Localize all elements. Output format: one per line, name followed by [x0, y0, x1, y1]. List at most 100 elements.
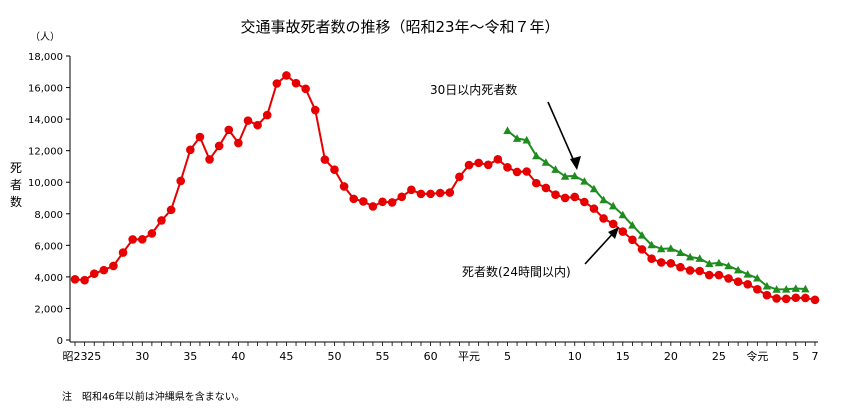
- data-point: [531, 178, 541, 188]
- y-tick-label: 8,000: [34, 210, 63, 221]
- data-point: [541, 183, 551, 193]
- data-point: [772, 294, 781, 303]
- x-ticks: 昭23 25 30 35 40 45 50 55 60 平元 5 10 15 20 25 令元 5 7: [63, 342, 819, 363]
- annotation-30day-arrowhead: [570, 156, 581, 170]
- data-point: [724, 261, 733, 270]
- data-point: [137, 235, 147, 244]
- data-point: [608, 219, 618, 229]
- data-point: [89, 269, 99, 279]
- x-tick-label: 20: [664, 350, 678, 363]
- annotation-24h: 死者数(24時間以内): [462, 227, 619, 279]
- data-point: [724, 274, 733, 283]
- data-point: [474, 158, 483, 168]
- data-point: [647, 240, 656, 249]
- y-axis-title-char: 者: [10, 178, 22, 192]
- data-point: [570, 171, 579, 180]
- x-tick-label: 40: [231, 350, 245, 363]
- data-point: [176, 176, 186, 186]
- data-point: [637, 231, 647, 239]
- data-point: [339, 182, 349, 191]
- data-point: [801, 284, 810, 293]
- data-point: [368, 202, 378, 211]
- y-tick-label: 16,000: [28, 84, 63, 95]
- data-point: [753, 284, 762, 294]
- data-point: [676, 248, 685, 256]
- series-line: [74, 74, 816, 301]
- data-point: [704, 270, 714, 280]
- data-point: [503, 126, 512, 134]
- data-point: [705, 259, 714, 267]
- x-tick-label: 60: [424, 350, 438, 363]
- data-point: [426, 189, 435, 199]
- data-point: [551, 190, 560, 199]
- x-tick-label: 35: [183, 350, 197, 363]
- data-point: [512, 167, 522, 177]
- x-tick-label: 令元: [746, 349, 768, 363]
- y-axis-title-char: 数: [10, 194, 22, 209]
- data-point: [618, 210, 627, 219]
- data-point: [695, 254, 704, 262]
- data-point: [512, 134, 522, 142]
- data-point: [378, 197, 387, 207]
- data-point: [99, 265, 109, 275]
- data-point: [743, 279, 753, 289]
- data-point: [80, 275, 89, 285]
- x-tick-label: 昭23: [63, 350, 88, 363]
- x-tick-label: 7: [812, 350, 819, 363]
- x-tick-label: 50: [327, 350, 341, 363]
- x-tick-label: 15: [616, 350, 630, 363]
- data-point: [801, 293, 810, 303]
- x-tick-label: 45: [279, 350, 293, 363]
- data-point: [599, 195, 608, 204]
- series-lines: [74, 74, 816, 301]
- data-point: [435, 188, 445, 198]
- data-point: [224, 125, 234, 135]
- plot-area: 0 2,000 4,000 6,000 8,000 10,000 12,000 14,000 1…: [28, 52, 820, 363]
- y-ticks: 0 2,000 4,000 6,000 8,000 10,000 12,000 14,000 1…: [28, 52, 70, 347]
- data-point: [599, 214, 608, 223]
- data-point: [618, 227, 628, 236]
- data-point: [109, 261, 118, 271]
- data-point: [541, 158, 551, 166]
- data-point: [359, 197, 368, 206]
- data-point: [589, 204, 599, 213]
- data-point: [772, 285, 781, 293]
- data-point: [743, 270, 752, 278]
- data-point: [762, 290, 772, 300]
- data-point: [791, 293, 801, 303]
- data-point: [397, 192, 407, 202]
- data-point: [714, 270, 724, 280]
- y-unit-label: （人）: [30, 31, 60, 43]
- y-axis-title-char: 死: [10, 161, 22, 175]
- data-point: [205, 155, 214, 164]
- data-point: [483, 160, 493, 170]
- data-point: [647, 254, 656, 263]
- annotation-24h-label: 死者数(24時間以内): [462, 264, 571, 279]
- data-point: [407, 185, 416, 195]
- data-point: [685, 266, 695, 275]
- x-tick-label: 5: [504, 350, 511, 363]
- data-point: [791, 284, 800, 292]
- data-point: [522, 167, 531, 176]
- annotation-24h-arrowhead: [608, 227, 619, 239]
- data-point: [657, 244, 666, 253]
- data-point: [628, 221, 637, 229]
- data-point: [387, 198, 397, 207]
- x-tick-label: 10: [568, 350, 582, 363]
- data-point: [666, 244, 675, 252]
- data-point: [580, 197, 589, 207]
- chart-title: 交通事故死者数の推移（昭和23年～令和７年）: [240, 18, 559, 36]
- data-point: [128, 235, 137, 244]
- data-point: [560, 193, 570, 203]
- y-tick-label: 2,000: [34, 304, 63, 315]
- x-tick-label: 55: [376, 350, 390, 363]
- x-tick-label: 25: [87, 350, 101, 363]
- data-point: [445, 188, 455, 197]
- data-point: [762, 281, 772, 290]
- y-tick-label: 0: [57, 336, 63, 347]
- data-point: [733, 277, 743, 287]
- data-point: [301, 84, 310, 94]
- data-point: [253, 120, 262, 130]
- footnote: 注 昭和46年以前は沖縄県を含まない。: [62, 390, 245, 403]
